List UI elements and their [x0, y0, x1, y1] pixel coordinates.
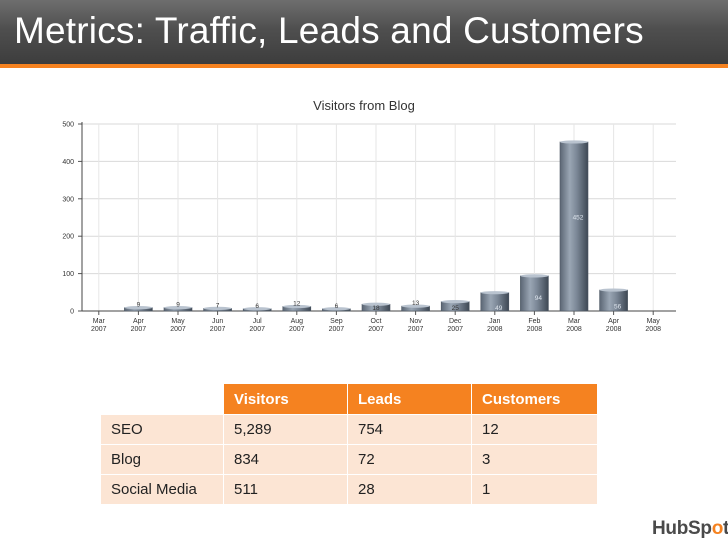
x-tick-label-year: 2007 — [368, 326, 384, 333]
logo-text-end: t — [723, 518, 728, 539]
x-tick-label-month: Aug — [291, 318, 304, 325]
chart-bar-cap — [520, 274, 549, 278]
chart-bar-cap — [441, 300, 470, 304]
y-tick-label: 300 — [62, 196, 74, 203]
table-cell: 72 — [347, 444, 472, 475]
chart-bar — [559, 141, 589, 312]
x-tick-label-month: May — [171, 318, 185, 325]
x-tick-label-year: 2007 — [447, 326, 463, 333]
x-tick-label-month: Mar — [568, 318, 581, 325]
table-header-customers: Customers — [471, 383, 598, 415]
chart-labels: 0 100 200 300 400 500 9 9 7 6 12 6 18 13 25 49 94 452 56 Ma… — [62, 122, 661, 334]
chart-bars — [124, 140, 628, 312]
x-tick-label-month: Apr — [133, 318, 145, 325]
table-cell: 3 — [471, 444, 598, 475]
data-label: 9 — [137, 302, 141, 309]
x-tick-label-year: 2007 — [210, 326, 226, 333]
x-tick-label-year: 2008 — [566, 326, 582, 333]
x-tick-label-month: Apr — [608, 318, 620, 325]
chart-bar-cap — [124, 306, 153, 310]
y-tick-label: 200 — [62, 234, 74, 241]
x-tick-label-year: 2008 — [487, 326, 503, 333]
table-header-cell — [100, 383, 224, 415]
x-tick-label-month: Jan — [489, 318, 500, 325]
x-tick-label-month: Jun — [212, 318, 223, 325]
x-tick-label-year: 2008 — [527, 326, 543, 333]
table-cell: 834 — [223, 444, 348, 475]
table-cell: 28 — [347, 474, 472, 505]
x-tick-label-year: 2007 — [329, 326, 345, 333]
x-tick-label-month: Jul — [253, 318, 262, 325]
x-tick-label-year: 2007 — [170, 326, 186, 333]
table-header-row: Visitors Leads Customers — [100, 383, 598, 415]
table-cell: 1 — [471, 474, 598, 505]
chart-bar-cap — [362, 302, 390, 306]
x-tick-label-month: Nov — [409, 318, 422, 325]
y-tick-label: 100 — [62, 271, 74, 278]
data-label: 18 — [372, 305, 380, 312]
x-tick-label-month: Sep — [330, 318, 343, 325]
table-cell: 5,289 — [223, 414, 348, 445]
data-label: 56 — [614, 303, 622, 310]
data-label: 12 — [293, 301, 301, 308]
logo-sprocket: o — [711, 518, 724, 539]
table-row: Blog 834 72 3 — [100, 444, 598, 475]
table-header-visitors: Visitors — [223, 383, 348, 415]
table-cell: 511 — [223, 474, 348, 505]
table-cell: Social Media — [100, 474, 224, 505]
x-tick-label-year: 2008 — [606, 326, 622, 333]
table-cell: 754 — [347, 414, 472, 445]
x-tick-label-month: Dec — [449, 318, 462, 325]
chart-title: Visitors from Blog — [313, 98, 415, 113]
data-label: 6 — [335, 303, 339, 310]
x-tick-label-year: 2007 — [249, 326, 265, 333]
chart-bar-cap — [322, 307, 351, 311]
x-tick-label-month: Oct — [371, 318, 382, 325]
title-bar: Metrics: Traffic, Leads and Customers — [0, 0, 728, 68]
data-label: 452 — [573, 215, 584, 222]
chart-bar-cap — [401, 304, 430, 308]
table-cell: 12 — [471, 414, 598, 445]
chart-bar-cap — [480, 291, 509, 295]
chart-bar-cap — [560, 140, 588, 144]
data-label: 94 — [535, 295, 543, 302]
metrics-table: Visitors Leads Customers SEO 5,289 754 1… — [100, 383, 598, 505]
bar-chart: Visitors from Blog 0 100 200 300 400 500 9 9 7 6 1… — [62, 98, 676, 334]
chart-bar-cap — [164, 306, 192, 310]
chart-bar — [520, 275, 549, 312]
x-tick-label-year: 2008 — [645, 326, 661, 333]
x-tick-label-month: Feb — [528, 318, 540, 325]
table-row: SEO 5,289 754 12 — [100, 414, 598, 445]
table-cell: Blog — [100, 444, 224, 475]
x-tick-label-month: Mar — [93, 318, 106, 325]
chart-bar-cap — [599, 288, 628, 292]
chart-bar-cap — [243, 307, 272, 311]
data-label: 13 — [412, 300, 420, 307]
slide-title: Metrics: Traffic, Leads and Customers — [14, 10, 644, 51]
data-label: 9 — [176, 302, 180, 309]
hubspot-logo: HubSpot — [652, 518, 728, 540]
y-tick-label: 500 — [62, 122, 74, 129]
x-tick-label-month: May — [647, 318, 661, 325]
data-label: 7 — [216, 302, 220, 309]
data-label: 25 — [452, 305, 460, 312]
table-cell: SEO — [100, 414, 224, 445]
chart-bar-cap — [282, 304, 311, 309]
logo-text: HubSp — [652, 518, 712, 539]
y-tick-label: 400 — [62, 159, 74, 166]
data-label: 6 — [255, 303, 259, 310]
y-tick-label: 0 — [70, 309, 74, 316]
table-row: Social Media 511 28 1 — [100, 474, 598, 505]
x-tick-label-year: 2007 — [131, 326, 147, 333]
x-tick-label-year: 2007 — [91, 326, 107, 333]
data-label: 49 — [495, 305, 503, 312]
chart-bar-cap — [203, 306, 232, 310]
x-tick-label-year: 2007 — [408, 326, 424, 333]
x-tick-label-year: 2007 — [289, 326, 305, 333]
table-header-leads: Leads — [347, 383, 472, 415]
